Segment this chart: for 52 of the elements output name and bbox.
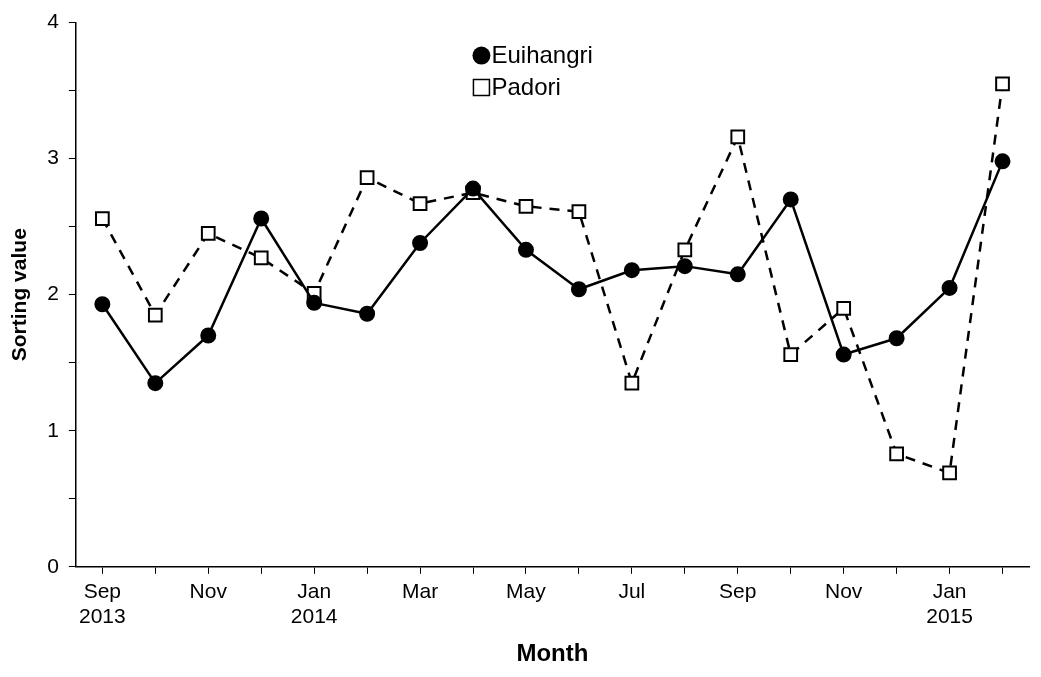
point [571, 204, 587, 220]
point [994, 153, 1011, 170]
point [995, 76, 1010, 92]
point [412, 196, 428, 211]
point [253, 250, 269, 266]
point [782, 191, 799, 208]
y-tick-label: 3 [47, 145, 59, 169]
point [147, 307, 163, 323]
point [518, 198, 534, 214]
y-tick-label: 2 [47, 281, 59, 305]
point [94, 211, 110, 226]
point [359, 170, 375, 186]
x-tick-label: Jul [618, 579, 646, 603]
point [889, 446, 904, 462]
point [517, 241, 534, 258]
point [888, 330, 905, 347]
point [253, 210, 270, 227]
point [783, 347, 799, 362]
point [359, 305, 376, 322]
point [465, 180, 482, 197]
point [200, 226, 216, 241]
x-tick-label: Nov [189, 579, 228, 603]
point [677, 242, 693, 258]
x-tick-label: Sep 2013 [79, 579, 126, 628]
legend-label: Euihangri [491, 41, 593, 69]
x-tick-label: Jan 2015 [926, 579, 973, 628]
point [835, 346, 852, 363]
point [836, 300, 852, 316]
y-tick-label: 0 [47, 553, 59, 577]
point [730, 129, 746, 145]
point [623, 262, 640, 279]
point [412, 235, 429, 251]
point [942, 465, 957, 481]
point [94, 296, 111, 313]
point [624, 375, 640, 391]
x-tick-label: Mar [401, 579, 439, 603]
point [306, 294, 323, 311]
point [941, 279, 958, 296]
point [570, 281, 587, 298]
point [676, 258, 693, 275]
x-tick-label: May [506, 579, 547, 603]
y-axis-title: Sorting value [7, 228, 31, 362]
x-tick-label: Jan 2014 [290, 579, 338, 628]
point [729, 266, 746, 283]
legend-label: Padori [491, 73, 561, 101]
point [147, 375, 164, 392]
x-tick-label: Nov [824, 579, 863, 603]
x-tick-label: Sep [719, 579, 757, 603]
y-tick-label: 1 [47, 417, 59, 441]
point [200, 327, 217, 344]
y-tick-label: 4 [47, 9, 60, 33]
x-axis-title: Month [516, 639, 589, 667]
